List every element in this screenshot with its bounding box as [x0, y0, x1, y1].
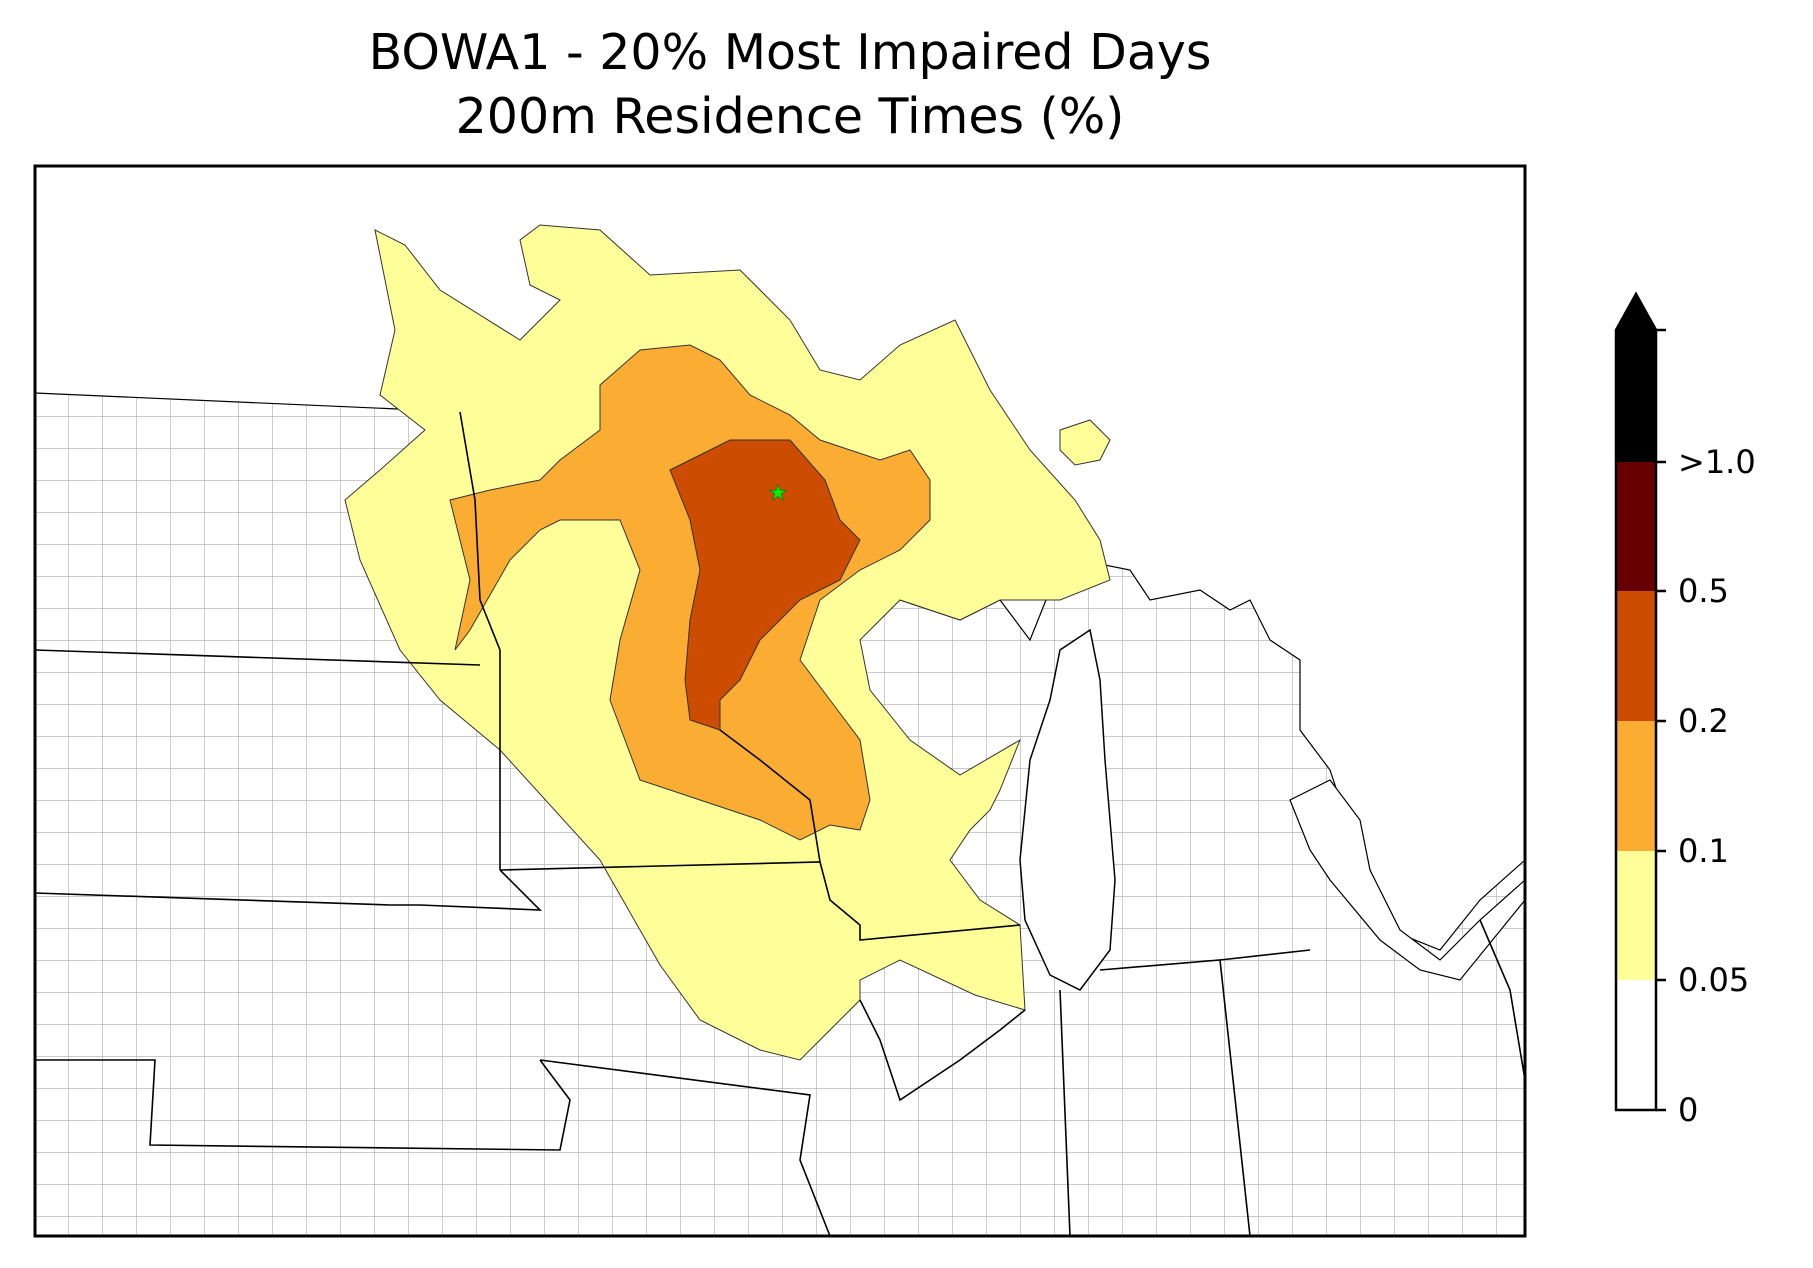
colorbar-bin-0.05-0.1	[1616, 851, 1656, 980]
colorbar-label-0.5: 0.5	[1678, 572, 1729, 610]
chart-title-line1: BOWA1 - 20% Most Impaired Days	[368, 24, 1212, 81]
lake-michigan	[1019, 628, 1116, 991]
colorbar-bin-0.2-0.5	[1616, 591, 1656, 721]
colorbar-label-0.05: 0.05	[1678, 961, 1750, 999]
colorbar-bin-0-0.05	[1616, 980, 1656, 1110]
colorbar-label-0: 0	[1678, 1091, 1699, 1129]
map-frame	[33, 164, 1527, 1238]
contour-0.5	[760, 450, 815, 490]
contour-0.05-ontario-island	[1059, 419, 1111, 466]
colorbar	[1614, 291, 1666, 1112]
colorbar-bin-0.5-1.0	[1616, 462, 1656, 591]
colorbar-label-gt1: >1.0	[1678, 443, 1756, 481]
colorbar-ticks	[1656, 328, 1666, 1112]
site-marker-star-icon: ★	[768, 481, 788, 506]
colorbar-extend-arrow	[1616, 294, 1656, 330]
colorbar-bin-gt1	[1616, 330, 1656, 462]
contour-0.2	[669, 439, 861, 731]
lake-huron-erie	[1289, 779, 1525, 981]
chart-title-line2: 200m Residence Times (%)	[455, 88, 1125, 145]
state-boundaries	[35, 411, 1525, 1236]
colorbar-bin-0.1-0.2	[1616, 721, 1656, 851]
colorbar-label-0.1: 0.1	[1678, 832, 1729, 870]
colorbar-label-0.2: 0.2	[1678, 702, 1729, 740]
